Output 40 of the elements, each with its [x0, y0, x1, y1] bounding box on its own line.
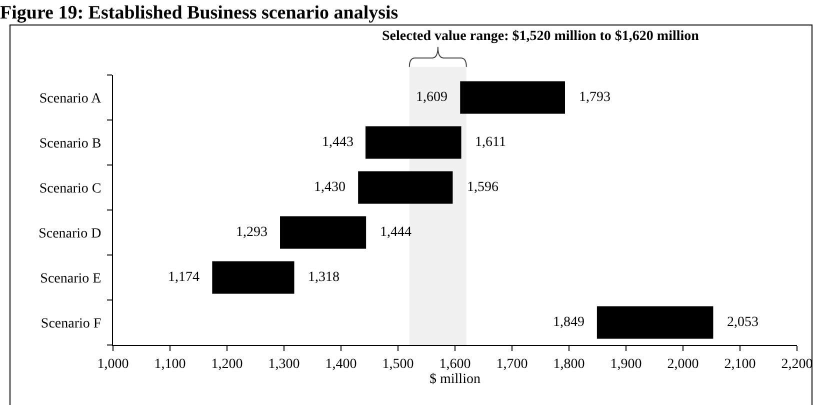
y-tick-label: Scenario B	[39, 136, 102, 152]
y-tick-label: Scenario D	[38, 226, 102, 242]
y-tick-label: Scenario F	[40, 316, 102, 332]
annotation: 1,430	[314, 180, 346, 195]
x-tick-label: 1,000	[97, 356, 129, 372]
bar	[280, 216, 366, 249]
x-tick-label: 1,500	[382, 356, 414, 372]
bar	[358, 171, 453, 204]
x-tick-label: 2,200	[781, 356, 813, 372]
x-axis-title: $ million	[430, 372, 480, 388]
x-tick-label: 1,800	[553, 356, 585, 372]
x-tick-label: 1,200	[211, 356, 243, 372]
x-tick-label: 1,600	[439, 356, 471, 372]
annotation: 1,609	[416, 90, 448, 105]
y-tick-label: Scenario A	[39, 91, 102, 106]
x-tick-label: 1,300	[268, 356, 300, 372]
x-tick-label: 1,900	[610, 356, 642, 372]
annotation: 1,611	[475, 135, 506, 150]
x-tick-label: 1,700	[496, 356, 528, 372]
y-tick-label: Scenario E	[40, 271, 102, 286]
x-tick-label: 1,100	[154, 356, 186, 372]
y-tick-label: Scenario C	[39, 181, 102, 196]
annotation: 1,793	[579, 90, 610, 105]
annotation: 1,174	[168, 270, 200, 285]
chart-title: Figure 19: Established Business scenario analysis	[0, 2, 398, 24]
bar	[212, 261, 294, 294]
annotation: 1,443	[322, 135, 354, 150]
x-tick-label: 2,000	[667, 356, 699, 372]
band-label: Selected value range: $1,520 million to $1,620 million	[382, 29, 700, 44]
x-tick-label: 2,100	[724, 356, 756, 372]
annotation: 1,849	[553, 315, 584, 330]
bar	[460, 81, 566, 114]
bar	[596, 306, 714, 339]
annotation: 1,318	[308, 270, 340, 285]
bar	[366, 126, 462, 159]
x-tick-label: 1,400	[325, 356, 357, 372]
annotation: 1,444	[380, 225, 412, 240]
annotation: 2,053	[727, 315, 758, 330]
annotation: 1,293	[236, 225, 268, 240]
annotation: 1,596	[467, 180, 498, 195]
